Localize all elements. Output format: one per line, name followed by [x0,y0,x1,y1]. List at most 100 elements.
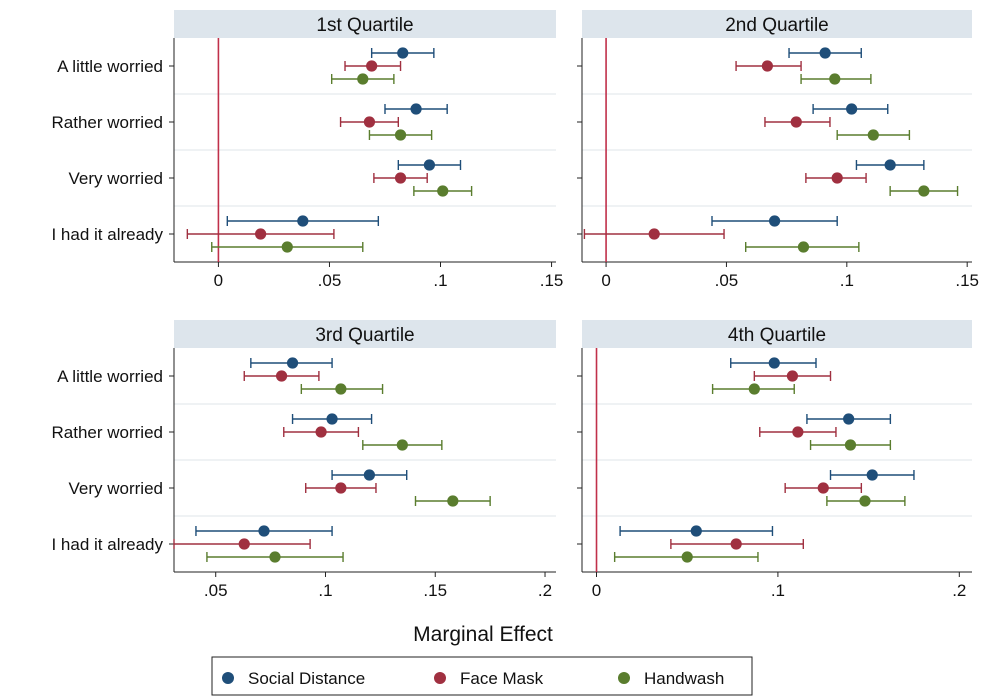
estimate-point [918,185,930,197]
estimate-point [437,185,449,197]
category-label: Rather worried [52,113,164,132]
estimate-point [315,426,327,438]
estimate-point [768,357,780,369]
panel-header [582,320,972,348]
legend-label: Social Distance [248,669,365,688]
estimate-point [326,413,338,425]
series-handwash [211,73,473,253]
estimate-point [396,439,408,451]
estimate-point [258,525,270,537]
series-social-distance [619,357,915,537]
estimate-point [366,60,378,72]
estimate-point [269,551,281,563]
estimate-point [730,538,742,550]
legend-label: Handwash [644,669,724,688]
legend-marker [618,672,630,684]
panel-title: 2nd Quartile [725,15,829,36]
panel-3: 3rd Quartile .05 .1 .15 .2 A little worried Ra… [51,320,556,600]
estimate-point [423,159,436,171]
series-social-distance [226,47,462,227]
panel-2: 2nd Quartile 0 .05 .1 .15 [577,10,979,290]
estimate-point [363,469,375,481]
estimate-point [844,439,857,451]
estimate-point [748,383,760,395]
x-tick-label: .15 [540,271,564,290]
x-tick-label: .2 [538,581,552,600]
estimate-point [792,426,804,438]
x-tick-label: .1 [318,581,332,600]
estimate-point [846,103,858,115]
series-handwash [745,73,959,253]
x-tick-label: .05 [715,271,739,290]
category-label: A little worried [57,57,163,76]
x-tick-label: 0 [592,581,601,600]
legend-label: Face Mask [460,669,544,688]
category-label: Very worried [69,479,163,498]
estimate-point [447,495,459,507]
x-tick-label: .05 [318,271,342,290]
estimate-point [831,172,843,184]
estimate-point [817,482,829,494]
estimate-point [363,116,376,128]
estimate-point [761,60,773,72]
estimate-point [394,172,407,184]
estimate-point [797,241,810,253]
estimate-point [286,357,299,369]
estimate-point [790,116,802,128]
panel-title: 1st Quartile [316,15,413,36]
legend-marker [434,672,446,684]
estimate-point [786,370,799,382]
x-tick-label: .1 [433,271,447,290]
category-label: Very worried [69,169,163,188]
estimate-point [357,73,369,85]
estimate-point [410,103,422,115]
panel-4: 4th Quartile 0 .1 .2 [577,320,972,600]
estimate-point [859,495,871,507]
legend-marker [222,672,234,684]
x-axis-title: Marginal Effect [413,623,553,646]
estimate-point [829,73,841,85]
x-tick-label: .1 [771,581,785,600]
x-tick-label: .15 [423,581,447,600]
panel-header [174,320,556,348]
estimate-point [884,159,896,171]
x-tick-label: .05 [204,581,228,600]
estimate-point [255,228,267,240]
series-social-distance [711,47,925,227]
series-face-mask [670,370,863,550]
estimate-point [238,538,250,550]
category-label: I had it already [51,535,163,554]
estimate-point [297,215,309,227]
category-label: I had it already [51,225,163,244]
x-tick-label: 0 [601,271,610,290]
category-label: Rather worried [52,423,164,442]
estimate-point [681,551,693,563]
estimate-point [335,482,347,494]
legend: Social Distance Face Mask Handwash [211,656,753,696]
estimate-point [648,228,660,240]
legend-box [211,656,753,696]
estimate-point [866,469,878,481]
series-face-mask [186,60,428,240]
category-label: A little worried [57,367,163,386]
estimate-point [768,215,781,227]
panel-header [174,10,556,38]
x-tick-label: .2 [952,581,966,600]
estimate-point [867,129,879,141]
x-tick-label: .15 [955,271,979,290]
panel-title: 4th Quartile [728,325,826,346]
panels: 1st Quartile 0 .05 .1 .15 A little worried Rat… [51,10,979,600]
series-handwash [613,383,906,563]
panel-header [582,10,972,38]
x-tick-label: 0 [214,271,223,290]
estimate-point [394,129,407,141]
series-face-mask [583,60,867,240]
estimate-point [819,47,831,59]
estimate-point [281,241,293,253]
estimate-point [275,370,288,382]
series-social-distance [195,357,408,537]
series-handwash [206,383,491,563]
estimate-point [843,413,855,425]
estimate-point [690,525,702,537]
